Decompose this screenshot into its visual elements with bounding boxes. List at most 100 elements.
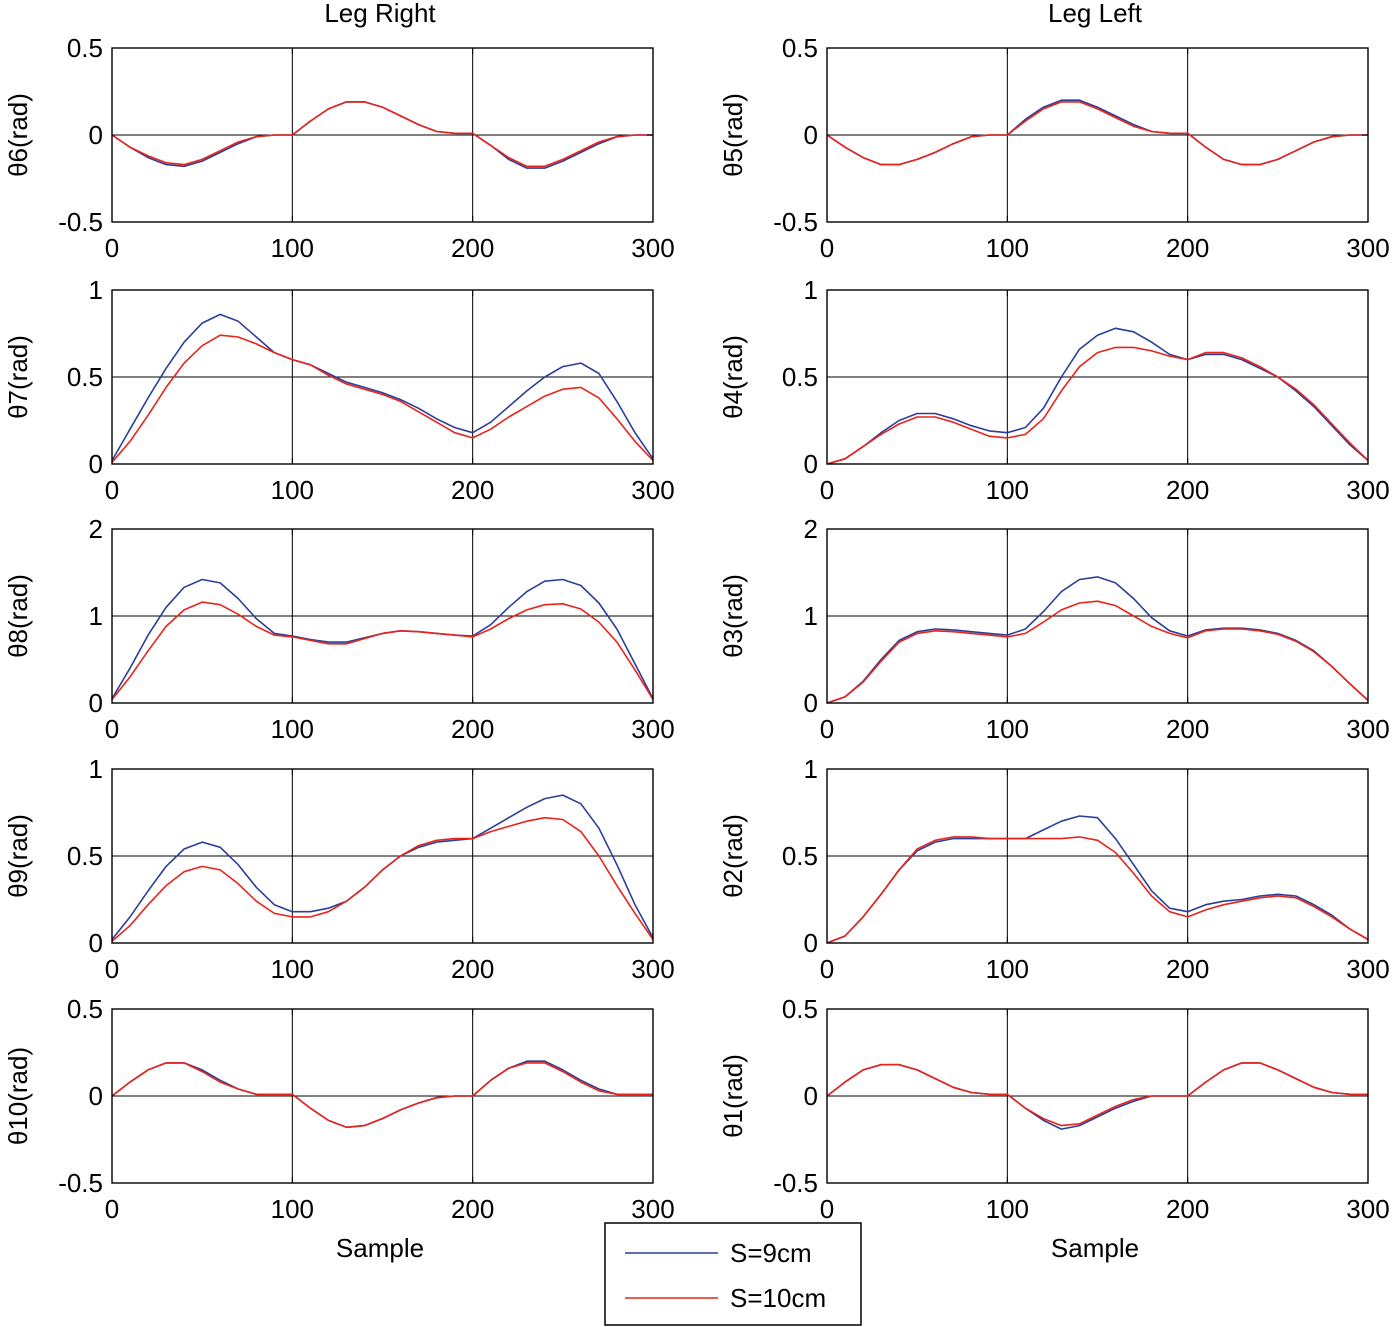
y-axis-label: θ5(rad) (718, 93, 748, 177)
series-line-s10 (111, 1062, 653, 1129)
series-line-s9 (111, 313, 654, 461)
x-tick-label: 200 (1166, 954, 1209, 984)
y-axis-label: θ1(rad) (718, 1054, 748, 1138)
subplot-4: 0 100 200 300 0 0.5 1 θ4(rad) (718, 275, 1390, 505)
y-tick-label: 0 (89, 928, 103, 958)
y-axis-label: θ3(rad) (718, 574, 748, 658)
legend-label-s10: S=10cm (730, 1283, 826, 1313)
column-title-right: Leg Right (324, 0, 436, 28)
x-tick-label: 200 (451, 233, 494, 263)
series-line-s10 (111, 101, 653, 168)
series-line-s9 (111, 1060, 653, 1129)
x-tick-label: 100 (271, 475, 314, 505)
x-tick-label: 100 (271, 714, 314, 744)
legend: S=9cm S=10cm (604, 1222, 862, 1326)
x-tick-label: 0 (820, 954, 834, 984)
y-tick-label: 0.5 (782, 33, 818, 63)
x-tick-label: 200 (1166, 714, 1209, 744)
y-tick-label: 2 (804, 514, 818, 544)
y-tick-label: 0 (89, 1081, 103, 1111)
series-line-s9 (111, 578, 654, 700)
series-line-s10 (111, 334, 654, 463)
x-tick-label: 300 (1346, 1194, 1389, 1224)
subplot-5: 0 100 200 300 0 1 2 θ8(rad) (3, 514, 675, 744)
x-tick-label: 100 (986, 714, 1029, 744)
y-tick-label: 0 (89, 449, 103, 479)
y-tick-label: -0.5 (773, 207, 818, 237)
x-tick-label: 200 (451, 1194, 494, 1224)
series-line-s10 (826, 101, 1368, 166)
x-tick-label: 100 (986, 475, 1029, 505)
subplot-2: 0 100 200 300-0.500.5θ5(rad) (718, 33, 1390, 263)
subplot-6: 0 100 200 300 0 1 2 θ3(rad) (718, 514, 1390, 744)
y-tick-label: 0.5 (67, 994, 103, 1024)
x-tick-label: 200 (451, 954, 494, 984)
y-axis-label: θ6(rad) (3, 93, 33, 177)
y-tick-label: 2 (89, 514, 103, 544)
column-title-left: Leg Left (1048, 0, 1143, 28)
y-tick-label: 1 (804, 754, 818, 784)
y-tick-label: 0.5 (782, 841, 818, 871)
subplot-7: 0 100 200 300 0 0.5 1 θ9(rad) (3, 754, 675, 984)
series-line-s10 (111, 601, 654, 700)
x-tick-label: 0 (105, 233, 119, 263)
series-line-s9 (111, 794, 654, 940)
x-tick-label: 100 (271, 1194, 314, 1224)
y-tick-label: 0 (804, 928, 818, 958)
x-tick-label: 0 (105, 1194, 119, 1224)
y-tick-label: 0 (804, 1081, 818, 1111)
x-tick-label: 0 (820, 475, 834, 505)
series-line-s9 (826, 815, 1369, 944)
series-line-s10 (826, 346, 1369, 465)
y-tick-label: 0 (804, 120, 818, 150)
x-tick-label: 0 (820, 714, 834, 744)
y-tick-label: 1 (89, 754, 103, 784)
y-tick-label: -0.5 (58, 1168, 103, 1198)
x-tick-label: 300 (1346, 233, 1389, 263)
x-axis-label-left: Sample (1051, 1233, 1139, 1263)
subplot-10: 0 100 200 300-0.500.5θ1(rad) (718, 994, 1390, 1224)
series-line-s10 (826, 836, 1369, 944)
y-tick-label: 1 (804, 601, 818, 631)
x-tick-label: 100 (271, 954, 314, 984)
x-tick-label: 0 (820, 233, 834, 263)
y-tick-label: -0.5 (58, 207, 103, 237)
series-line-s9 (826, 327, 1369, 465)
series-line-s9 (826, 576, 1369, 704)
y-axis-label: θ10(rad) (3, 1047, 33, 1145)
x-tick-label: 300 (1346, 475, 1389, 505)
x-tick-label: 100 (986, 233, 1029, 263)
subplot-panels: 0 100 200 300-0.500.5θ6(rad)0 100 200 300-0.50… (3, 33, 1390, 1224)
y-tick-label: 1 (804, 275, 818, 305)
y-tick-label: 1 (89, 275, 103, 305)
y-axis-label: θ8(rad) (3, 574, 33, 658)
y-tick-label: 0 (89, 120, 103, 150)
x-tick-label: 0 (105, 954, 119, 984)
x-axis-label-right: Sample (336, 1233, 424, 1263)
y-axis-label: θ2(rad) (718, 814, 748, 898)
x-tick-label: 200 (1166, 233, 1209, 263)
x-tick-label: 300 (631, 714, 674, 744)
y-axis-label: θ9(rad) (3, 814, 33, 898)
y-tick-label: 0.5 (782, 362, 818, 392)
x-tick-label: 300 (631, 475, 674, 505)
x-tick-label: 300 (1346, 714, 1389, 744)
x-tick-label: 300 (1346, 954, 1389, 984)
legend-box (604, 1222, 862, 1326)
y-tick-label: 0.5 (782, 994, 818, 1024)
x-tick-label: 100 (986, 1194, 1029, 1224)
x-tick-label: 0 (105, 475, 119, 505)
x-tick-label: 200 (1166, 475, 1209, 505)
y-tick-label: 0 (89, 688, 103, 718)
y-tick-label: 0.5 (67, 362, 103, 392)
subplot-1: 0 100 200 300-0.500.5θ6(rad) (3, 33, 675, 263)
x-tick-label: 300 (631, 233, 674, 263)
x-tick-label: 200 (451, 714, 494, 744)
subplot-8: 0 100 200 300 0 0.5 1 θ2(rad) (718, 754, 1390, 984)
x-tick-label: 100 (986, 954, 1029, 984)
y-axis-label: θ4(rad) (718, 335, 748, 419)
y-tick-label: 0 (804, 449, 818, 479)
y-tick-label: 0.5 (67, 841, 103, 871)
y-tick-label: -0.5 (773, 1168, 818, 1198)
